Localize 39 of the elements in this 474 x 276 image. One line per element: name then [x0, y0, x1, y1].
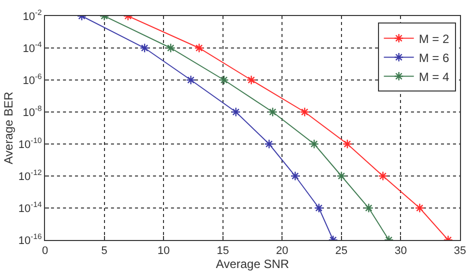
point	[166, 43, 176, 53]
y-tick-label: 10$^{-10}$	[18, 136, 42, 151]
point	[290, 171, 300, 181]
y-tick-label: 10$^{-16}$	[18, 232, 42, 247]
x-tick-label: 35	[454, 245, 466, 258]
x-tick-label: 5	[101, 245, 108, 258]
point	[264, 139, 274, 149]
legend-label: M = 4	[418, 70, 450, 84]
x-tick-label: 20	[276, 245, 288, 258]
point	[140, 43, 150, 53]
y-tick-label: 10$^{-2}$	[22, 8, 42, 23]
y-tick-label: 10$^{-14}$	[18, 200, 43, 215]
point	[378, 171, 388, 181]
point	[300, 107, 310, 117]
x-axis-title: Average SNR	[216, 257, 290, 272]
y-tick-label: 10$^{-12}$	[18, 168, 42, 183]
point	[219, 75, 229, 85]
point	[342, 139, 352, 149]
y-tick-label: 10$^{-8}$	[22, 104, 42, 119]
point	[414, 203, 424, 213]
point	[231, 107, 241, 117]
x-tick-label: 30	[394, 245, 407, 258]
point	[309, 139, 319, 149]
point	[314, 203, 324, 213]
point	[364, 203, 374, 213]
point	[186, 75, 196, 85]
x-tick-label: 25	[335, 245, 348, 258]
x-tick-label: 0	[42, 245, 48, 258]
y-axis-title: Average BER	[2, 91, 16, 164]
point	[194, 43, 204, 53]
x-tick-label: 15	[216, 245, 229, 258]
point	[336, 171, 346, 181]
point	[246, 75, 256, 85]
y-tick-label: 10$^{-4}$	[22, 40, 43, 55]
legend-label: M = 6	[418, 50, 450, 65]
x-tick-label: 10	[157, 245, 170, 258]
point	[268, 107, 278, 117]
y-tick-label: 10$^{-6}$	[22, 72, 42, 87]
legend-label: M = 2	[418, 32, 450, 46]
